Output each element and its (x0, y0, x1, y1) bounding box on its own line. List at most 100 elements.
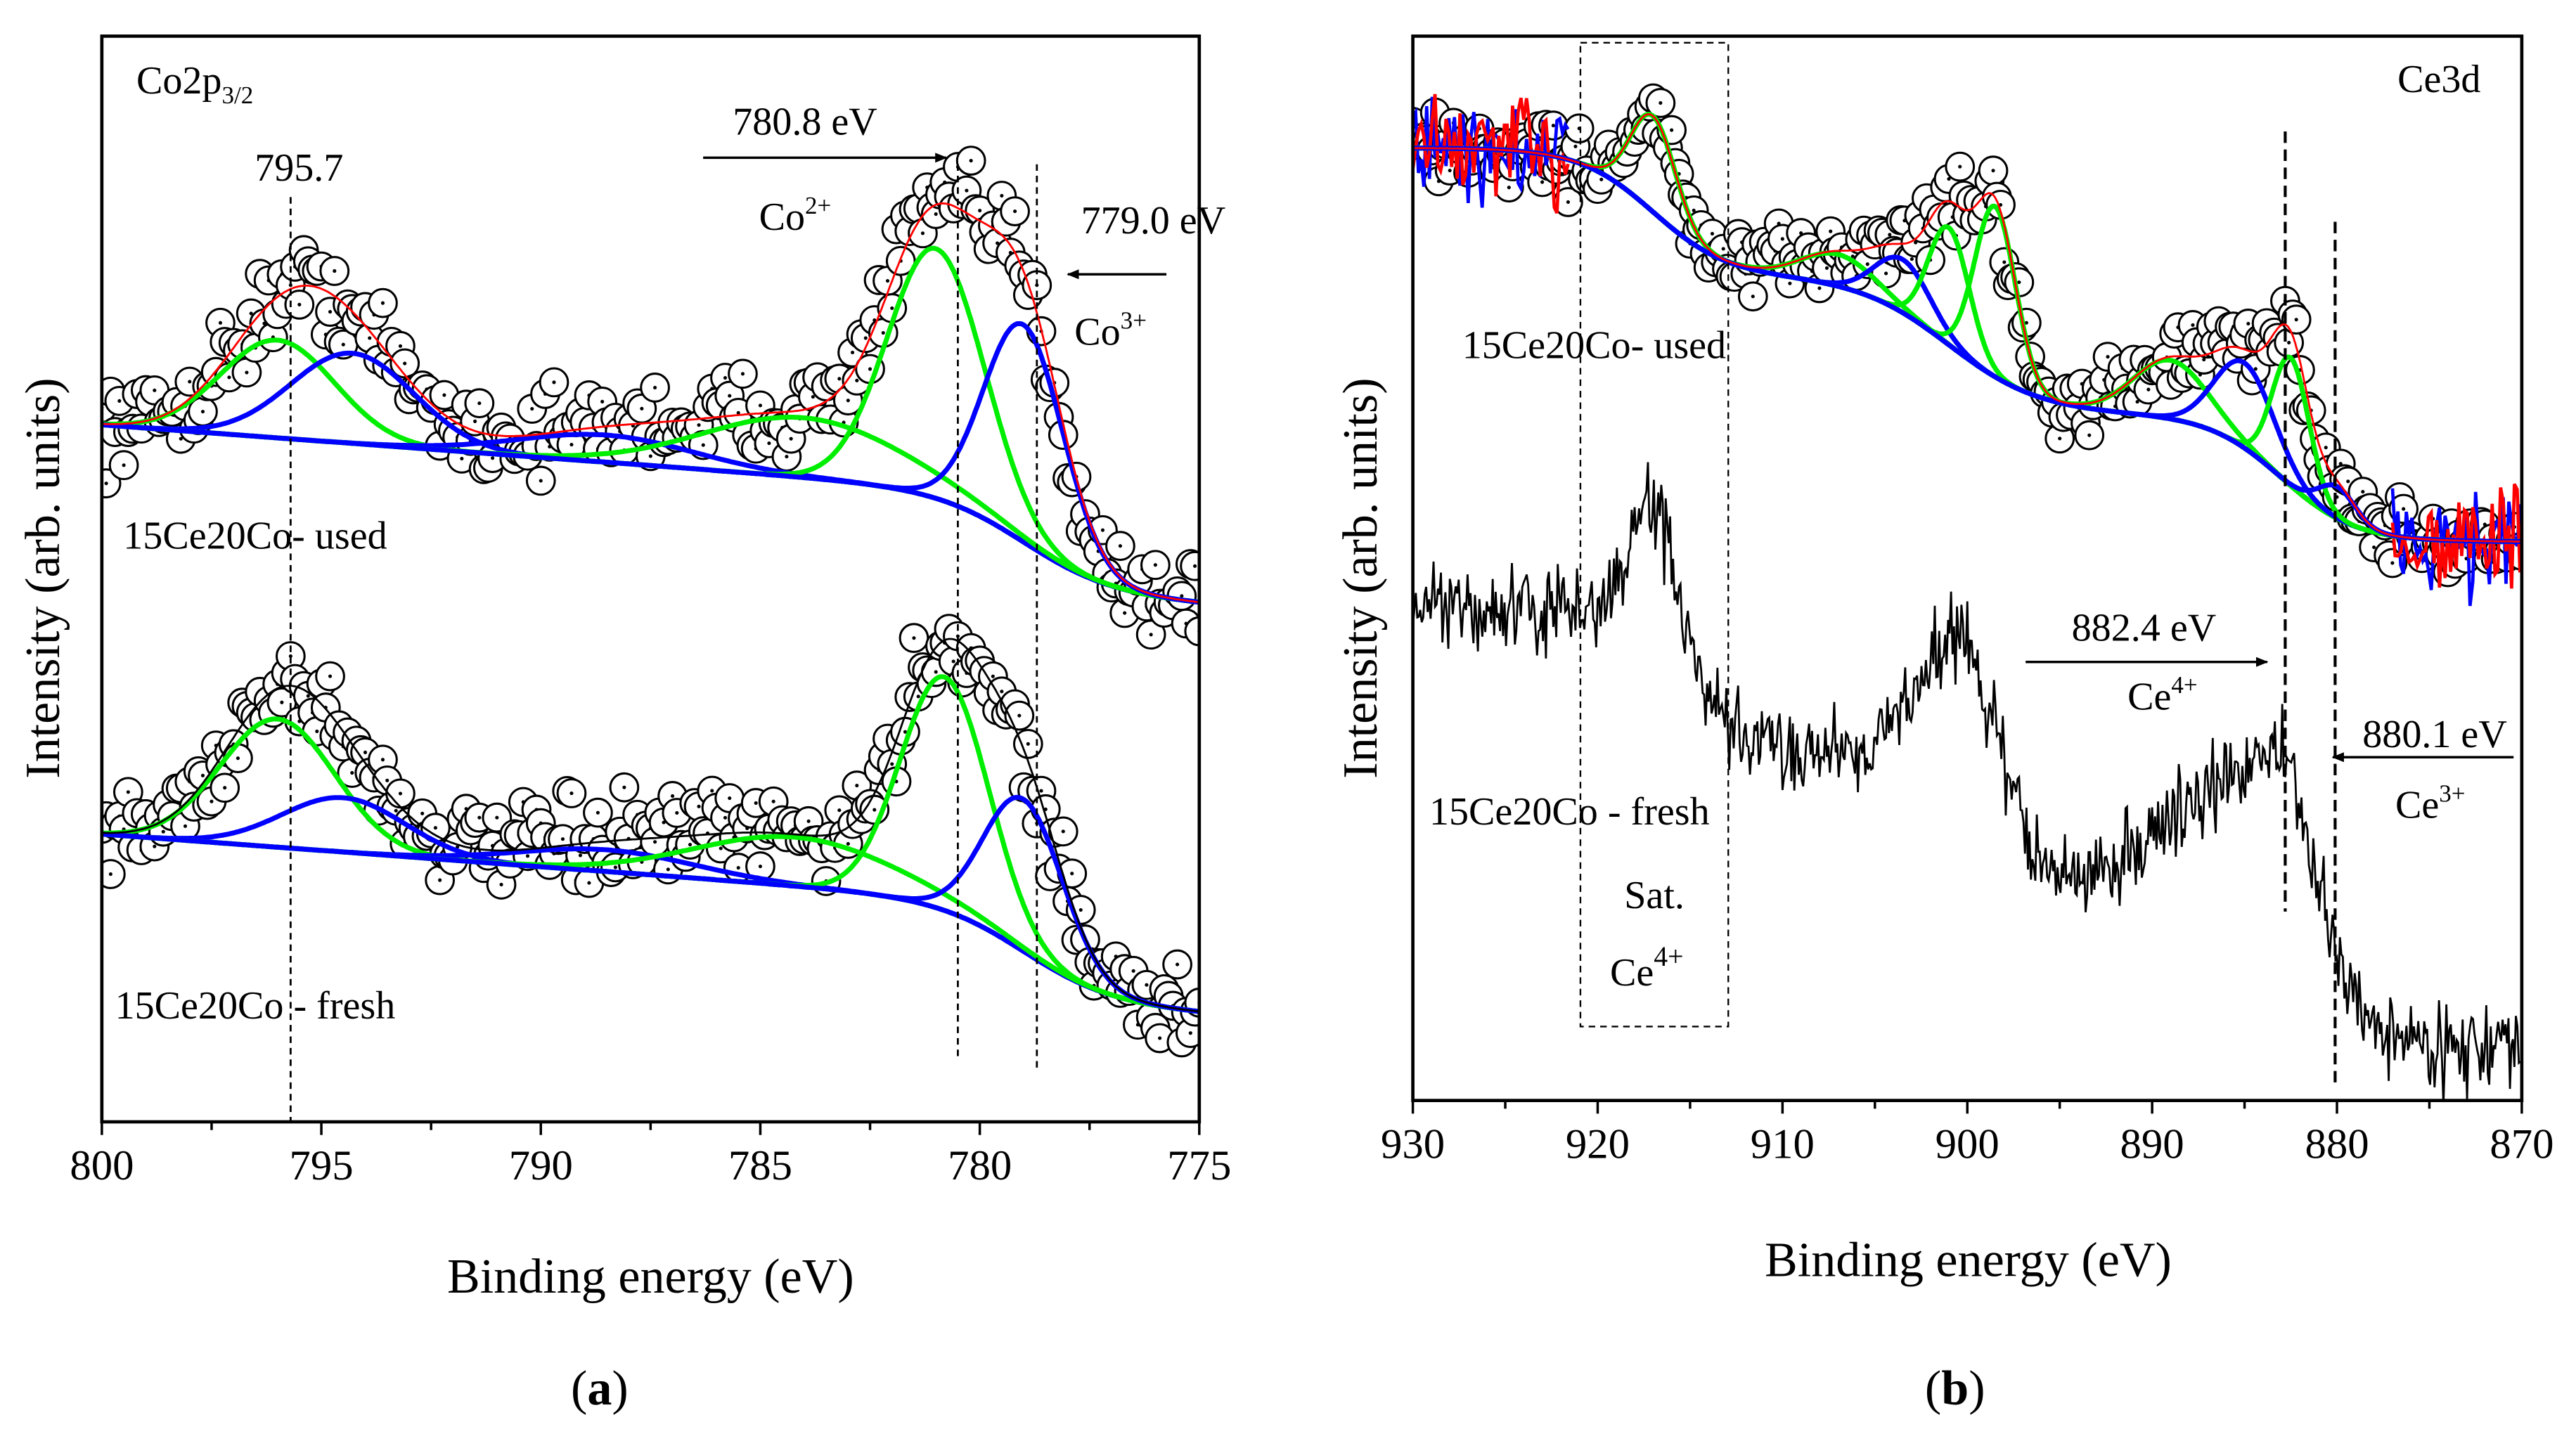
data-point-dot (1850, 254, 1855, 259)
data-point-dot (350, 770, 354, 775)
annotation-779-0-ev: 779.0 eV (1081, 199, 1226, 243)
data-point-dot (1551, 124, 1555, 128)
data-point-dot (740, 372, 745, 376)
data-point-dot (728, 796, 732, 801)
data-point-dot (2017, 280, 2021, 285)
data-point-dot (885, 278, 890, 283)
data-point-dot (697, 423, 701, 427)
data-point-dot (2253, 367, 2258, 371)
data-point-dot (653, 840, 657, 844)
data-point-dot (104, 481, 108, 486)
data-point (525, 465, 556, 496)
data-point (1180, 550, 1199, 581)
data-point-dot (587, 881, 591, 885)
data-point-circle (1180, 550, 1199, 581)
data-point-dot (1692, 208, 1696, 212)
data-point-dot (394, 808, 398, 813)
data-point-dot (710, 789, 714, 793)
series-label-used-a: 15Ce20Co- used (123, 514, 387, 557)
x-tick-label: 890 (2120, 1120, 2184, 1168)
data-point-dot (438, 878, 442, 882)
data-point-dot (767, 441, 771, 446)
data-point-dot (1958, 164, 1962, 169)
data-point-dot (736, 865, 740, 870)
data-point-dot (525, 854, 530, 858)
data-point-dot (153, 844, 157, 848)
data-point-dot (288, 283, 292, 287)
blue-component-880 (1412, 146, 2522, 544)
data-point-dot (477, 401, 482, 406)
x-tick-label: 800 (70, 1142, 134, 1189)
data-point-dot (2146, 387, 2151, 392)
data-point-dot (903, 730, 908, 734)
data-point (899, 623, 929, 654)
data-point (609, 772, 640, 803)
annotation-882-4-ev: 882.4 eV (2072, 606, 2217, 649)
data-point-dot (951, 659, 955, 664)
data-point-dot (1070, 872, 1074, 876)
data-point-dot (530, 406, 534, 411)
data-point (1945, 151, 1976, 182)
data-point-dot (1193, 564, 1197, 568)
data-point-dot (2361, 490, 2365, 494)
data-point-dot (477, 815, 482, 820)
data-point-dot (863, 336, 868, 340)
data-point-dot (380, 758, 385, 762)
data-point-dot (333, 269, 337, 273)
data-point-dot (1865, 262, 1869, 266)
data-point-dot (117, 399, 122, 403)
data-point-dot (969, 159, 973, 163)
data-point-dot (552, 380, 556, 384)
data-point-dot (1947, 177, 1951, 181)
data-point-dot (2024, 321, 2028, 325)
data-point-dot (188, 380, 192, 384)
data-point-dot (2058, 437, 2062, 441)
panel-b-plot-area (1412, 83, 2522, 1101)
data-point-dot (1039, 789, 1043, 793)
data-point-dot (920, 231, 925, 235)
data-point (210, 772, 240, 803)
data-point-dot (1017, 713, 1022, 718)
x-tick-label: 795 (290, 1142, 354, 1189)
data-point-dot (1670, 128, 1674, 132)
data-point-dot (1158, 1036, 1162, 1040)
data-point-dot (1788, 281, 1792, 285)
data-point (319, 256, 350, 286)
data-point-dot (868, 367, 872, 371)
data-point-dot (2402, 507, 2406, 511)
data-point-dot (697, 804, 701, 808)
data-point-dot (1829, 229, 1833, 233)
data-point-dot (890, 306, 894, 310)
data-point-dot (916, 694, 920, 699)
data-point-dot (569, 791, 574, 796)
data-points-15ce20co-used (101, 146, 1199, 650)
data-point-dot (855, 783, 859, 788)
data-point-dot (1013, 209, 1017, 214)
x-tick-label: 780 (948, 1142, 1012, 1189)
data-point-dot (539, 479, 543, 483)
data-point-dot (460, 456, 464, 460)
data-point-dot (1991, 169, 1995, 173)
data-point-dot (249, 311, 253, 316)
data-point (1135, 619, 1166, 650)
data-point-dot (846, 841, 850, 846)
data-point-dot (1123, 611, 1127, 615)
data-point-dot (179, 437, 183, 441)
data-point-dot (2106, 355, 2110, 359)
data-point-dot (280, 700, 284, 704)
data-point-dot (1145, 983, 1149, 987)
data-point-dot (495, 815, 499, 820)
data-point-dot (306, 694, 310, 698)
data-point (368, 287, 398, 318)
data-point (1105, 531, 1135, 562)
data-point-dot (341, 342, 345, 347)
data-point-dot (2324, 446, 2328, 450)
data-point-dot (785, 455, 789, 459)
data-point-dot (846, 399, 850, 403)
data-point-dot (1721, 247, 1725, 251)
data-point-dot (2246, 321, 2250, 325)
series-label-used-b: 15Ce20Co- used (1462, 323, 1726, 367)
data-point (284, 289, 315, 320)
data-point-dot (806, 819, 811, 823)
data-point-dot (560, 837, 565, 841)
